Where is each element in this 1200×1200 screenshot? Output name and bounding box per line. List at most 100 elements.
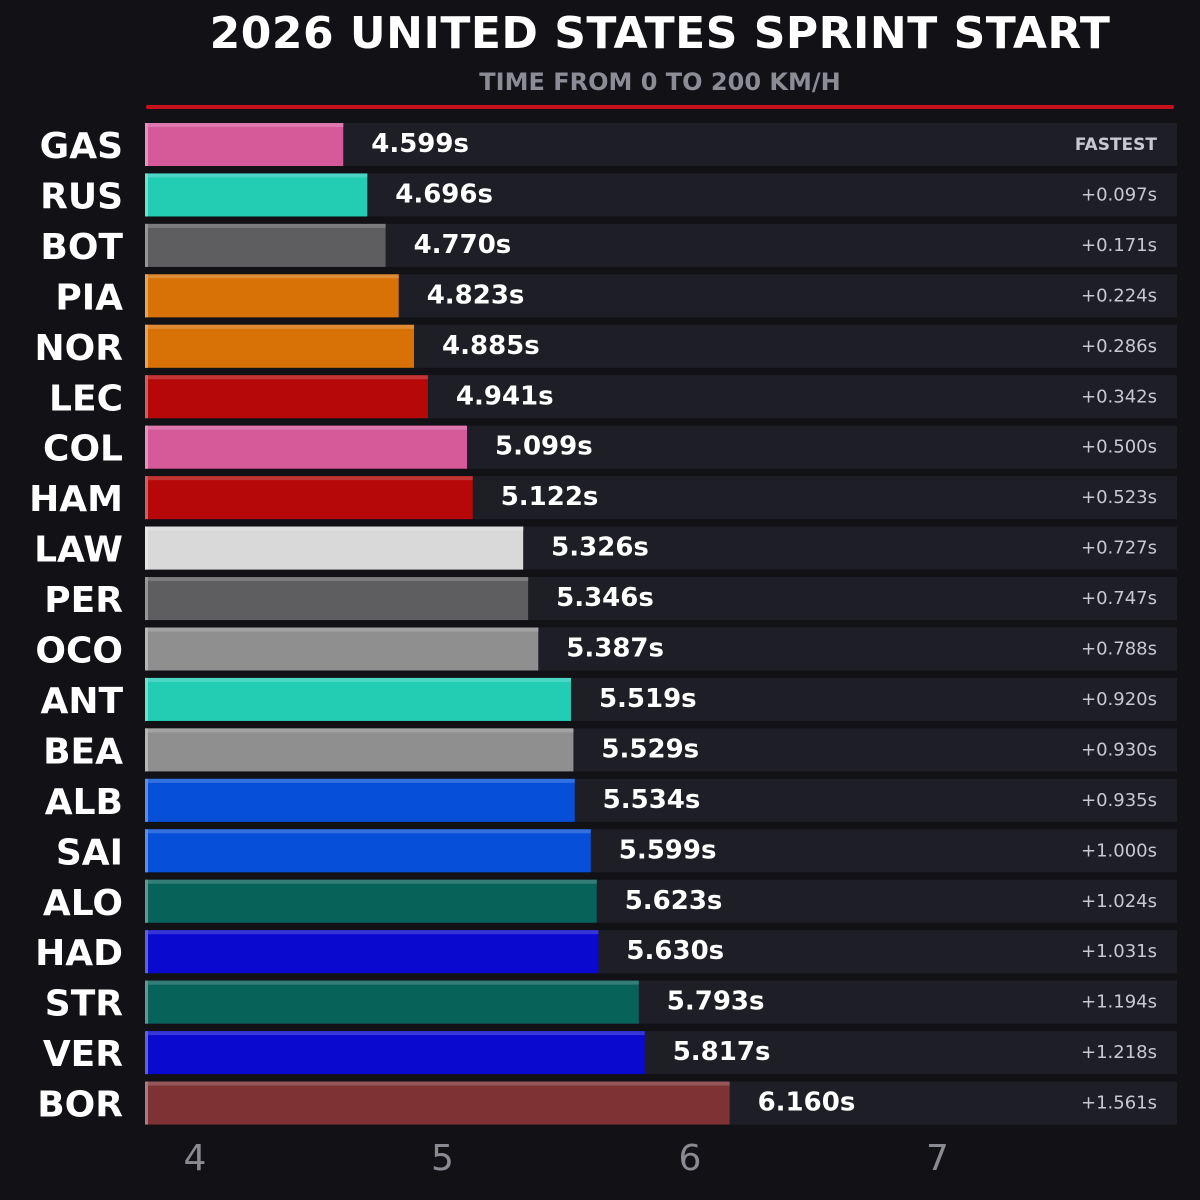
bar-edge xyxy=(145,476,148,520)
value-label: 5.630s xyxy=(626,936,724,966)
value-label: 5.529s xyxy=(601,734,699,764)
value-label: 5.793s xyxy=(667,987,765,1017)
value-label: 4.696s xyxy=(395,179,493,209)
bar-highlight xyxy=(145,1081,730,1086)
gap-label: +0.788s xyxy=(1081,639,1157,660)
bar-rus xyxy=(145,173,368,217)
driver-label: COL xyxy=(43,429,123,470)
value-label: 4.599s xyxy=(371,129,469,159)
value-label: 5.387s xyxy=(566,634,664,664)
driver-label: LAW xyxy=(34,530,123,571)
value-label: 5.817s xyxy=(673,1037,771,1067)
bar-str xyxy=(145,980,639,1024)
bar-gas xyxy=(145,123,344,166)
bar-edge xyxy=(145,1081,148,1125)
value-label: 4.885s xyxy=(442,331,540,361)
gap-label: +0.935s xyxy=(1081,790,1157,811)
bar-oco xyxy=(145,627,539,671)
gap-label: +1.561s xyxy=(1081,1093,1157,1114)
bar-had xyxy=(145,930,599,974)
driver-label: BOT xyxy=(40,227,123,268)
driver-label: PER xyxy=(44,580,123,621)
gap-label: +0.342s xyxy=(1081,386,1157,407)
bar-highlight xyxy=(145,223,386,228)
gap-label: FASTEST xyxy=(1075,135,1158,155)
bar-edge xyxy=(145,728,148,772)
bar-edge xyxy=(145,627,148,671)
bar-highlight xyxy=(145,274,399,279)
driver-label: PIA xyxy=(55,277,123,318)
bar-bor xyxy=(145,1081,730,1125)
bar-highlight xyxy=(145,778,575,783)
gap-label: +0.920s xyxy=(1081,689,1157,710)
driver-label: LEC xyxy=(49,378,123,419)
gap-label: +0.930s xyxy=(1081,739,1157,760)
bar-alb xyxy=(145,778,575,822)
bar-highlight xyxy=(145,375,428,380)
bar-edge xyxy=(145,1031,148,1075)
bar-edge xyxy=(145,829,148,873)
gap-label: +0.523s xyxy=(1081,487,1157,508)
bar-col xyxy=(145,425,468,469)
driver-label: HAM xyxy=(29,479,123,520)
value-label: 5.519s xyxy=(599,684,697,714)
value-label: 5.623s xyxy=(625,886,723,916)
bar-per xyxy=(145,577,529,621)
bar-highlight xyxy=(145,476,473,481)
bar-highlight xyxy=(145,627,539,632)
chart-title: 2026 UNITED STATES SPRINT START xyxy=(209,8,1111,59)
gap-label: +0.171s xyxy=(1081,235,1157,256)
gap-label: +1.024s xyxy=(1081,891,1157,912)
bar-lec xyxy=(145,375,428,419)
bar-highlight xyxy=(145,879,597,884)
value-label: 6.160s xyxy=(758,1088,856,1118)
value-label: 5.122s xyxy=(501,482,599,512)
gap-label: +0.727s xyxy=(1081,538,1157,559)
title-divider xyxy=(146,105,1174,109)
value-label: 5.099s xyxy=(495,432,593,462)
value-label: 4.770s xyxy=(414,230,512,260)
gap-label: +1.031s xyxy=(1081,941,1157,962)
gap-label: +0.097s xyxy=(1081,184,1157,205)
bar-highlight xyxy=(145,728,574,733)
gap-label: +0.224s xyxy=(1081,285,1157,306)
driver-label: NOR xyxy=(35,328,123,369)
gap-label: +1.000s xyxy=(1081,840,1157,861)
bar-bot xyxy=(145,223,386,267)
bar-edge xyxy=(145,425,148,469)
driver-label: GAS xyxy=(40,126,123,167)
gap-label: +0.500s xyxy=(1081,437,1157,458)
bar-bea xyxy=(145,728,574,772)
bar-edge xyxy=(145,274,148,318)
bar-ver xyxy=(145,1031,645,1075)
driver-label: ANT xyxy=(40,681,123,722)
bar-nor xyxy=(145,324,415,368)
x-tick-label: 6 xyxy=(679,1138,702,1179)
value-label: 5.326s xyxy=(551,533,649,563)
x-tick-label: 4 xyxy=(184,1138,207,1179)
driver-label: VER xyxy=(43,1034,123,1075)
bar-highlight xyxy=(145,526,524,531)
driver-label: HAD xyxy=(35,933,123,974)
value-label: 4.941s xyxy=(456,381,554,411)
bar-highlight xyxy=(145,123,344,127)
bar-edge xyxy=(145,173,148,217)
x-tick-label: 5 xyxy=(431,1138,454,1179)
driver-label: STR xyxy=(45,984,123,1025)
bar-ant xyxy=(145,677,571,721)
bar-edge xyxy=(145,677,148,721)
bar-highlight xyxy=(145,324,415,329)
bar-edge xyxy=(145,980,148,1024)
value-label: 5.599s xyxy=(619,835,717,865)
driver-label: ALO xyxy=(43,883,123,924)
driver-label: RUS xyxy=(40,176,123,217)
bar-alo xyxy=(145,879,597,923)
bar-edge xyxy=(145,778,148,822)
bar-pia xyxy=(145,274,399,318)
bar-highlight xyxy=(145,930,599,935)
chart-subtitle: TIME FROM 0 TO 200 KM/H xyxy=(479,68,841,96)
bar-highlight xyxy=(145,677,571,682)
bar-edge xyxy=(145,375,148,419)
driver-label: OCO xyxy=(35,631,123,672)
